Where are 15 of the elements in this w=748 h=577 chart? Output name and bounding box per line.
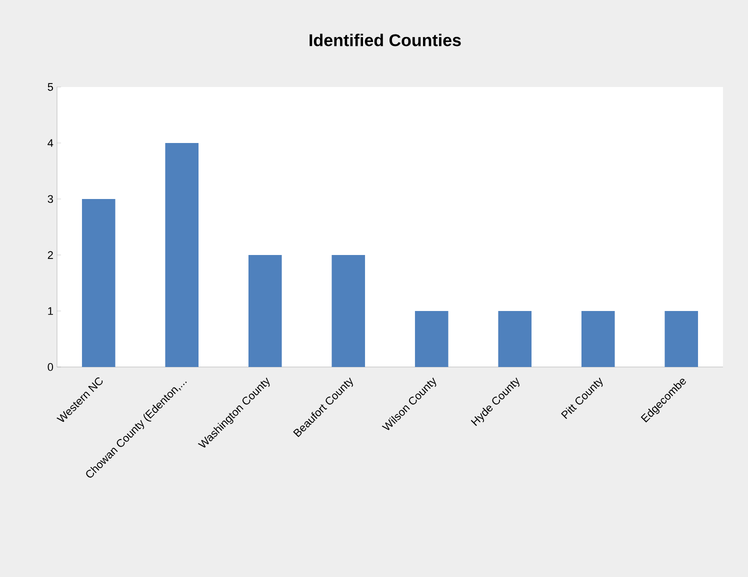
y-tick-label: 0 [48, 363, 54, 371]
bar [581, 310, 615, 367]
y-tick-label: 5 [48, 83, 53, 91]
chart-title: Identified Counties [310, 34, 461, 46]
y-tick-label: 2 [48, 251, 53, 259]
bar [498, 310, 532, 367]
y-tick-label: 3 [48, 195, 53, 203]
bar [248, 254, 282, 367]
bar [332, 254, 366, 367]
bar [165, 142, 199, 367]
bar [82, 198, 116, 367]
bar [664, 310, 698, 367]
y-tick-label: 4 [48, 139, 54, 147]
y-tick-label: 1 [48, 307, 53, 315]
bar [414, 310, 448, 367]
